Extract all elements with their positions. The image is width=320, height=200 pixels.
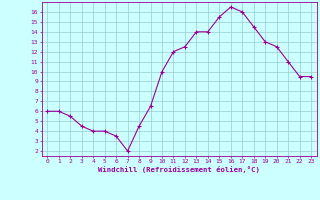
X-axis label: Windchill (Refroidissement éolien,°C): Windchill (Refroidissement éolien,°C) [98, 166, 260, 173]
